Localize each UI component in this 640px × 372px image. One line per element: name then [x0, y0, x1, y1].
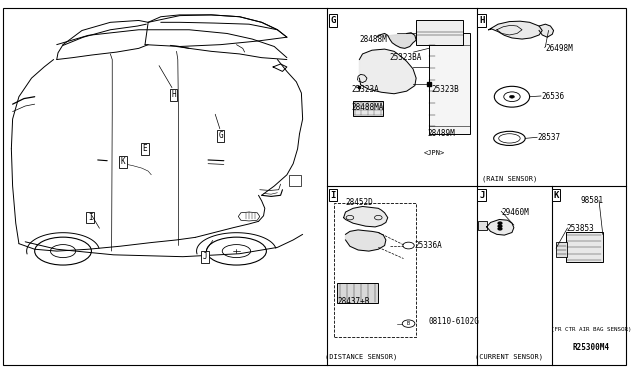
Text: (FR CTR AIR BAG SENSOR): (FR CTR AIR BAG SENSOR) — [551, 327, 632, 332]
Text: 25323BA: 25323BA — [390, 53, 422, 62]
Ellipse shape — [207, 237, 266, 265]
Polygon shape — [487, 219, 514, 235]
Bar — [478, 221, 488, 230]
Polygon shape — [539, 24, 554, 37]
Text: 25336A: 25336A — [415, 241, 443, 250]
Circle shape — [498, 225, 502, 227]
Text: 26498M: 26498M — [545, 44, 573, 53]
Text: 28488M: 28488M — [360, 35, 387, 44]
Text: 08110-6102G: 08110-6102G — [429, 317, 479, 326]
Text: G: G — [218, 131, 223, 140]
Text: <JPN>: <JPN> — [424, 150, 445, 155]
Bar — [334, 203, 416, 337]
Polygon shape — [346, 230, 386, 251]
Polygon shape — [360, 49, 416, 94]
Text: 25323B: 25323B — [432, 85, 460, 94]
Ellipse shape — [499, 134, 520, 143]
Text: 26536: 26536 — [541, 92, 564, 101]
Text: 28488MA: 28488MA — [351, 103, 383, 112]
Circle shape — [498, 222, 502, 224]
Text: (RAIN SENSOR): (RAIN SENSOR) — [482, 175, 537, 182]
Text: I: I — [88, 213, 92, 222]
Bar — [566, 232, 603, 262]
Ellipse shape — [493, 131, 525, 145]
Text: 28452D: 28452D — [346, 198, 373, 207]
Circle shape — [509, 95, 515, 98]
Text: H: H — [479, 16, 484, 25]
Polygon shape — [344, 206, 388, 227]
Text: 29460M: 29460M — [501, 208, 529, 217]
Text: E: E — [143, 144, 147, 153]
FancyBboxPatch shape — [429, 33, 470, 134]
Text: (CURRENT SENSOR): (CURRENT SENSOR) — [476, 354, 543, 360]
Polygon shape — [488, 21, 542, 39]
Text: 253853: 253853 — [566, 224, 594, 233]
Bar — [353, 101, 383, 116]
Text: J: J — [479, 191, 484, 200]
Text: 28489M: 28489M — [428, 129, 455, 138]
Bar — [289, 175, 301, 186]
Ellipse shape — [51, 245, 76, 257]
FancyBboxPatch shape — [416, 20, 463, 45]
Bar — [337, 283, 378, 303]
Text: H: H — [171, 90, 176, 99]
Text: B: B — [407, 321, 410, 326]
Ellipse shape — [222, 245, 251, 257]
Text: G: G — [330, 16, 335, 25]
Text: J: J — [203, 252, 207, 261]
Text: 28537: 28537 — [537, 133, 560, 142]
Text: R25300M4: R25300M4 — [573, 343, 610, 352]
Ellipse shape — [35, 237, 92, 265]
Polygon shape — [377, 33, 416, 48]
Text: K: K — [554, 191, 559, 200]
Text: (DISTANCE SENSOR): (DISTANCE SENSOR) — [324, 354, 397, 360]
Text: I: I — [330, 191, 335, 200]
Text: K: K — [120, 157, 125, 166]
Text: 28437+B: 28437+B — [337, 297, 370, 306]
Circle shape — [498, 228, 502, 230]
Bar — [556, 242, 568, 257]
Text: 98581: 98581 — [580, 196, 604, 205]
Text: 25323A: 25323A — [351, 85, 379, 94]
